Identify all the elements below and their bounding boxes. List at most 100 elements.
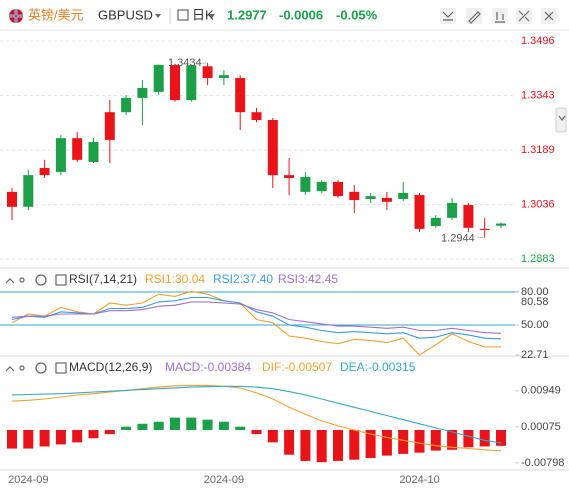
tool-button[interactable] xyxy=(440,8,456,24)
candle-body xyxy=(170,64,180,101)
candle-body xyxy=(72,138,83,160)
histogram-bar xyxy=(333,429,343,461)
settings-icon[interactable] xyxy=(35,362,47,374)
tool-buttons xyxy=(440,8,557,24)
indicator-title: RSI(7,14,21) xyxy=(69,272,137,286)
settings-icon[interactable] xyxy=(35,274,47,286)
candle-body xyxy=(381,197,392,202)
price-change: -0.0006 xyxy=(279,7,323,22)
candle-body xyxy=(267,120,278,176)
candle-body xyxy=(235,78,246,113)
y-tick-label: 1.2883 xyxy=(521,253,555,265)
histogram-bar xyxy=(381,429,392,456)
histogram-bar xyxy=(104,429,115,435)
candle-body xyxy=(55,138,66,172)
side-toggle[interactable] xyxy=(555,107,567,133)
dropdown-caret[interactable] xyxy=(155,14,161,18)
candle-body xyxy=(23,175,34,207)
collapse-icon[interactable] xyxy=(5,366,15,372)
legend-entry: DEA:-0.00315 xyxy=(340,360,416,374)
histogram-bar xyxy=(55,429,66,445)
candle-body xyxy=(251,112,262,121)
histogram-bar xyxy=(251,429,262,435)
candle-body xyxy=(447,202,458,218)
indicator-line xyxy=(11,290,502,356)
histogram-bar xyxy=(447,429,458,450)
candle-body xyxy=(39,168,50,176)
histogram-bar xyxy=(235,426,246,430)
candle-body xyxy=(153,64,164,92)
candle-body xyxy=(300,176,311,192)
collapse-icon[interactable] xyxy=(5,278,15,284)
histogram-bar xyxy=(186,417,197,430)
indicator-line xyxy=(11,296,502,340)
side-toggle-icon xyxy=(558,115,566,121)
histogram-bar xyxy=(39,429,50,447)
y-tick-label: 1.3496 xyxy=(521,35,555,47)
legend-entry: MACD:-0.00384 xyxy=(165,360,251,374)
histogram-bar xyxy=(316,429,327,463)
histogram-bar xyxy=(496,429,506,446)
candle-body xyxy=(430,217,441,227)
histogram-bar xyxy=(414,429,425,453)
candle-body xyxy=(104,112,115,140)
tool-icon xyxy=(544,11,554,21)
y-tick-label: -0.00798 xyxy=(521,457,564,469)
eye-icon[interactable] xyxy=(19,277,25,283)
y-tick-label: 0.00075 xyxy=(521,421,561,433)
tool-icon xyxy=(442,11,454,21)
histogram-bar xyxy=(300,429,311,461)
pair-name[interactable]: 英镑/美元 xyxy=(28,7,84,22)
candle-body xyxy=(463,205,474,228)
histogram-bar xyxy=(170,417,180,430)
y-tick-label: 0.00949 xyxy=(521,385,561,397)
y-tick-label: 22.71 xyxy=(521,349,549,361)
tool-icon xyxy=(518,10,530,22)
rsi-header: RSI(7,14,21) xyxy=(5,272,137,286)
histogram-bar xyxy=(72,429,83,443)
y-tick-label: 1.3343 xyxy=(521,89,555,101)
y-tick-label: 1.3189 xyxy=(521,144,555,156)
last-price: 1.2977 xyxy=(227,7,267,22)
candle-body xyxy=(121,97,132,113)
pair-symbol[interactable]: GBPUSD xyxy=(98,7,153,22)
x-tick-label: 2024-09 xyxy=(204,474,244,486)
x-tick-label: 2024-09 xyxy=(8,474,48,486)
histogram-bar xyxy=(398,429,409,454)
histogram-bar xyxy=(284,429,295,455)
candle-body xyxy=(7,191,17,207)
y-tick-label: 80.00 xyxy=(521,286,549,298)
candle-body xyxy=(88,142,99,162)
period[interactable]: 日K xyxy=(192,7,214,22)
indicator-icon[interactable] xyxy=(55,362,67,374)
period-icon[interactable] xyxy=(177,9,189,21)
histogram-bar xyxy=(7,429,17,449)
candle-body xyxy=(398,192,409,199)
candle-body xyxy=(365,196,376,199)
flag-cross-inner xyxy=(9,9,23,23)
macd-header: MACD(12,26,9) xyxy=(5,360,152,374)
candle-body xyxy=(333,181,343,197)
histogram-bar xyxy=(218,421,229,430)
legend-entry: RSI1:30.04 xyxy=(145,272,205,286)
histogram-bar xyxy=(430,429,441,451)
candle-body xyxy=(479,228,490,230)
histogram-bar xyxy=(202,419,213,430)
indicator-icon[interactable] xyxy=(55,274,67,286)
indicator-line xyxy=(11,384,502,452)
tool-icon xyxy=(495,12,505,23)
candle-body xyxy=(414,195,425,229)
candle-body xyxy=(316,181,327,192)
histogram-bar xyxy=(137,423,148,430)
dropdown-caret[interactable] xyxy=(209,14,215,18)
candle-body xyxy=(202,66,213,79)
tool-button[interactable] xyxy=(492,8,508,24)
histogram-bar xyxy=(88,429,99,439)
high-annotation: 1.3434 xyxy=(168,57,202,69)
legend-entry: RSI2:37.40 xyxy=(213,272,273,286)
histogram-bar xyxy=(23,429,34,449)
candle-body xyxy=(284,175,295,178)
eye-icon[interactable] xyxy=(19,365,25,371)
histogram-bar xyxy=(479,429,490,447)
